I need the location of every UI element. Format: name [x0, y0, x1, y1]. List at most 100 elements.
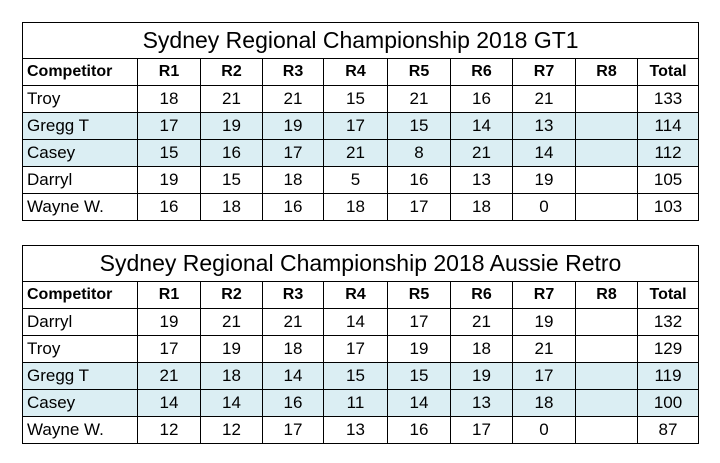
total-score: 132 — [637, 308, 699, 336]
round-score: 16 — [262, 389, 324, 417]
round-score: 19 — [512, 166, 576, 194]
round-score: 21 — [137, 362, 201, 390]
empty-cell — [575, 389, 638, 417]
header-row: Competitor R1 R2 R3 R4 R5 R6 R7 R8 Total — [22, 58, 700, 86]
round-score: 0 — [512, 193, 576, 221]
round-score: 17 — [137, 112, 201, 140]
competitor-row: Gregg T 17 19 19 17 15 14 13 114 — [22, 112, 700, 140]
round-score: 14 — [323, 308, 388, 336]
round-score: 18 — [450, 335, 513, 363]
competitor-row: Troy 18 21 21 15 21 16 21 133 — [22, 85, 700, 113]
title-row: Sydney Regional Championship 2018 Aussie… — [22, 245, 699, 282]
table-title: Sydney Regional Championship 2018 Aussie… — [22, 245, 699, 282]
round-score: 13 — [323, 416, 388, 444]
round-score: 16 — [137, 193, 201, 221]
column-header: R3 — [262, 58, 324, 86]
round-score: 18 — [323, 193, 388, 221]
table-title: Sydney Regional Championship 2018 GT1 — [21, 22, 700, 59]
total-score: 105 — [636, 166, 700, 194]
empty-cell — [575, 308, 638, 336]
competitor-name: Darryl — [22, 308, 138, 336]
round-score: 19 — [262, 112, 324, 140]
empty-cell — [575, 193, 638, 221]
competitor-name: Gregg T — [22, 362, 138, 390]
empty-cell — [575, 139, 638, 167]
round-score: 17 — [512, 362, 576, 390]
column-header: R4 — [323, 281, 388, 309]
competitor-row: Gregg T 21 18 14 15 15 19 17 119 — [22, 362, 699, 390]
column-header: Total — [637, 281, 699, 309]
round-score: 14 — [137, 389, 201, 417]
round-score: 14 — [387, 389, 451, 417]
round-score: 16 — [200, 139, 263, 167]
column-header: R1 — [137, 58, 201, 86]
competitor-row: Casey 14 14 16 11 14 13 18 100 — [22, 389, 699, 417]
round-score: 15 — [387, 362, 451, 390]
total-score: 114 — [636, 112, 700, 140]
round-score: 16 — [262, 193, 324, 221]
competitor-name: Wayne W. — [22, 193, 138, 221]
column-header: R2 — [200, 281, 263, 309]
round-score: 13 — [450, 166, 513, 194]
round-score: 17 — [450, 416, 513, 444]
results-table: Sydney Regional Championship 2018 Aussie… — [22, 245, 699, 444]
round-score: 15 — [200, 166, 263, 194]
round-score: 21 — [450, 308, 513, 336]
round-score: 21 — [323, 139, 388, 167]
round-score: 16 — [387, 166, 451, 194]
round-score: 14 — [200, 389, 263, 417]
column-header: Competitor — [22, 58, 138, 86]
round-score: 21 — [450, 139, 513, 167]
round-score: 14 — [262, 362, 324, 390]
title-row: Sydney Regional Championship 2018 GT1 — [21, 22, 700, 59]
empty-cell — [575, 362, 638, 390]
column-header: R5 — [387, 58, 451, 86]
round-score: 5 — [323, 166, 388, 194]
column-header: Total — [636, 58, 700, 86]
round-score: 12 — [200, 416, 263, 444]
round-score: 21 — [200, 308, 263, 336]
column-header: R6 — [450, 281, 513, 309]
empty-cell — [575, 112, 638, 140]
round-score: 17 — [323, 112, 388, 140]
competitor-row: Darryl 19 21 21 14 17 21 19 132 — [22, 308, 699, 336]
round-score: 17 — [387, 193, 451, 221]
competitor-name: Wayne W. — [22, 416, 138, 444]
column-header: R8 — [575, 281, 638, 309]
empty-cell — [575, 416, 638, 444]
round-score: 16 — [387, 416, 451, 444]
competitor-name: Troy — [22, 85, 138, 113]
total-score: 119 — [637, 362, 699, 390]
column-header: Competitor — [22, 281, 138, 309]
results-table: Sydney Regional Championship 2018 GT1 Com… — [21, 22, 700, 221]
round-score: 13 — [450, 389, 513, 417]
round-score: 18 — [450, 193, 513, 221]
round-score: 21 — [512, 335, 576, 363]
column-header: R3 — [262, 281, 324, 309]
round-score: 18 — [262, 335, 324, 363]
round-score: 15 — [323, 362, 388, 390]
total-score: 129 — [637, 335, 699, 363]
round-score: 15 — [387, 112, 451, 140]
round-score: 21 — [512, 85, 576, 113]
column-header: R7 — [512, 281, 576, 309]
empty-cell — [575, 85, 638, 113]
round-score: 8 — [387, 139, 451, 167]
round-score: 18 — [512, 389, 576, 417]
round-score: 21 — [200, 85, 263, 113]
total-score: 112 — [636, 139, 700, 167]
total-score: 133 — [636, 85, 700, 113]
round-score: 19 — [512, 308, 576, 336]
round-score: 12 — [137, 416, 201, 444]
header-row: Competitor R1 R2 R3 R4 R5 R6 R7 R8 Total — [22, 281, 699, 309]
column-header: R8 — [575, 58, 638, 86]
column-header: R7 — [512, 58, 576, 86]
round-score: 18 — [262, 166, 324, 194]
competitor-row: Troy 17 19 18 17 19 18 21 129 — [22, 335, 699, 363]
competitor-row: Casey 15 16 17 21 8 21 14 112 — [22, 139, 700, 167]
empty-cell — [575, 166, 638, 194]
round-score: 11 — [323, 389, 388, 417]
column-header: R4 — [323, 58, 388, 86]
column-header: R1 — [137, 281, 201, 309]
